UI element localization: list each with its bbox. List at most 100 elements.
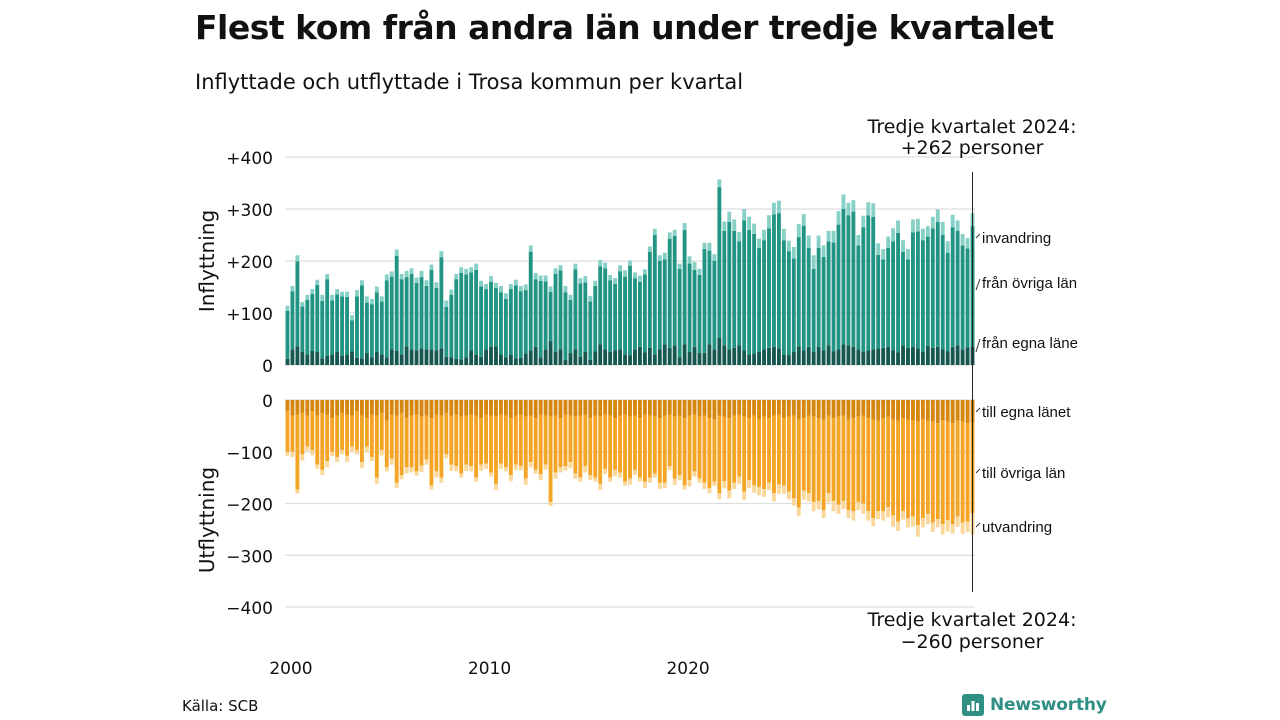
inflow-bar-own bbox=[305, 354, 310, 365]
inflow-bar-other bbox=[881, 259, 886, 348]
inflow-bar-other bbox=[355, 296, 359, 358]
inflow-bar-own bbox=[920, 352, 925, 365]
outflow-bar-international bbox=[737, 476, 742, 484]
outflow-bar-international bbox=[364, 446, 369, 452]
inflow-bar-international bbox=[702, 242, 707, 250]
inflow-bar-other bbox=[906, 259, 910, 348]
outflow-bar-own bbox=[345, 400, 349, 415]
inflow-bar-international bbox=[548, 286, 553, 292]
inflow-bar-other bbox=[424, 285, 429, 350]
inflow-bar-international bbox=[901, 240, 905, 252]
outflow-bar-own bbox=[712, 400, 717, 420]
inflow-bar-international bbox=[772, 202, 776, 215]
outflow-bar-own bbox=[533, 400, 538, 419]
outflow-bar-other bbox=[369, 414, 374, 457]
inflow-bar-own bbox=[394, 350, 399, 365]
outflow-bar-other bbox=[598, 416, 603, 484]
outflow-bar-international bbox=[623, 481, 627, 486]
outflow-bar-international bbox=[831, 500, 836, 512]
outflow-bar-international bbox=[583, 466, 588, 473]
inflow-bar-other bbox=[459, 272, 464, 360]
outflow-bar-own bbox=[821, 400, 826, 420]
outflow-bar-other bbox=[821, 419, 826, 511]
inflow-bar-international bbox=[707, 242, 712, 251]
inflow-bar-own bbox=[350, 351, 354, 365]
inflow-bar-own bbox=[508, 354, 513, 365]
outflow-bar-international bbox=[796, 507, 801, 516]
inflow-bar-international bbox=[369, 298, 374, 305]
inflow-bar-other bbox=[911, 232, 915, 347]
outflow-bar-international bbox=[503, 467, 508, 472]
inflow-bar-other bbox=[573, 269, 578, 350]
brand-logo: Newsworthy bbox=[962, 694, 1107, 716]
inflow-bar-own bbox=[945, 351, 950, 365]
outflow-bar-other bbox=[498, 414, 503, 464]
inflow-bar-own bbox=[752, 353, 757, 365]
inflow-bar-international bbox=[389, 271, 394, 277]
inflow-bar-other bbox=[707, 250, 712, 345]
outflow-bar-international bbox=[940, 524, 945, 535]
inflow-bar-international bbox=[573, 263, 578, 270]
inflow-bar-own bbox=[915, 348, 920, 365]
inflow-bar-own bbox=[677, 357, 682, 365]
outflow-bar-other bbox=[657, 418, 662, 483]
inflow-bar-international bbox=[851, 200, 856, 212]
outflow-bar-international bbox=[861, 503, 866, 514]
outflow-bar-other bbox=[623, 414, 627, 482]
inflow-bar-international bbox=[335, 289, 340, 295]
outflow-bar-own bbox=[628, 400, 632, 417]
outflow-bar-international bbox=[891, 515, 896, 527]
outflow-bar-international bbox=[374, 477, 379, 484]
inflow-bar-other bbox=[851, 211, 856, 347]
inflow-bar-other bbox=[816, 248, 821, 347]
inflow-bar-own bbox=[335, 352, 340, 365]
inflow-bar-other bbox=[479, 286, 484, 357]
inflow-bar-own bbox=[742, 350, 747, 365]
inflow-bar-own bbox=[702, 353, 707, 365]
outflow-bar-other bbox=[479, 418, 484, 465]
inflow-bar-other bbox=[598, 266, 603, 345]
inflow-bar-other bbox=[747, 229, 752, 355]
outflow-bar-own bbox=[752, 400, 757, 416]
inflow-bar-own bbox=[360, 358, 364, 365]
outflow-bar-other bbox=[484, 414, 488, 464]
inflow-bar-other bbox=[886, 248, 891, 347]
inflow-bar-other bbox=[831, 242, 836, 352]
inflow-bar-other bbox=[474, 269, 479, 355]
inflow-bar-own bbox=[399, 354, 404, 365]
outflow-bar-international bbox=[528, 462, 533, 468]
series-label: utvandring bbox=[982, 519, 1052, 536]
outflow-bar-own bbox=[518, 400, 523, 415]
outflow-bar-other bbox=[866, 418, 871, 512]
outflow-bar-other bbox=[647, 415, 652, 478]
bottom-annotation-line2: −260 personer bbox=[901, 631, 1044, 653]
inflow-bar-own bbox=[628, 355, 632, 365]
inflow-bar-own bbox=[285, 358, 290, 365]
outflow-bar-other bbox=[424, 415, 429, 460]
inflow-bar-other bbox=[925, 236, 930, 346]
outflow-bar-international bbox=[325, 461, 330, 468]
inflow-bar-own bbox=[767, 347, 771, 365]
inflow-bar-international bbox=[479, 280, 484, 287]
outflow-bar-own bbox=[965, 400, 970, 424]
inflow-bar-other bbox=[876, 254, 881, 349]
inflow-bar-own bbox=[503, 357, 508, 365]
inflow-bar-international bbox=[637, 275, 642, 282]
outflow-bar-international bbox=[747, 480, 752, 488]
outflow-bar-own bbox=[767, 400, 771, 419]
outflow-bar-international bbox=[513, 464, 518, 470]
outflow-bar-other bbox=[409, 415, 414, 468]
inflow-bar-own bbox=[523, 353, 528, 365]
inflow-bar-international bbox=[593, 280, 598, 286]
outflow-bar-own bbox=[776, 400, 781, 415]
top-annotation-line2: +262 personer bbox=[901, 137, 1044, 159]
inflow-bar-own bbox=[747, 354, 752, 365]
outflow-bar-own bbox=[707, 400, 712, 419]
outflow-bar-international bbox=[915, 525, 920, 537]
inflow-bar-other bbox=[469, 272, 474, 351]
inflow-bar-own bbox=[851, 346, 856, 365]
inflow-bar-international bbox=[528, 245, 533, 252]
outflow-bar-other bbox=[593, 415, 598, 478]
inflow-bar-own bbox=[528, 350, 533, 365]
outflow-bar-international bbox=[960, 522, 965, 535]
